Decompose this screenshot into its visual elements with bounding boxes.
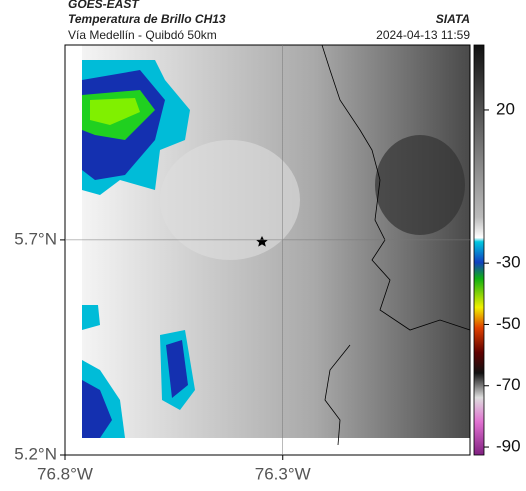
imagery xyxy=(82,44,471,446)
colorbar-label: -30 xyxy=(496,253,521,272)
satellite: GOES-EAST xyxy=(68,0,140,11)
x-tick-label: 76.8°W xyxy=(37,464,93,483)
x-tick-label: 76.3°W xyxy=(255,464,311,483)
subtitle: Vía Medellín - Quibdó 50km xyxy=(68,28,217,42)
colorbar-label: -90 xyxy=(496,437,521,456)
source: SIATA xyxy=(436,12,470,26)
y-tick-label: 5.7°N xyxy=(14,229,57,248)
y-tick-label: 5.2°N xyxy=(14,444,57,463)
colorbar-label: -50 xyxy=(496,314,521,333)
timestamp: 2024-04-13 11:59 xyxy=(376,28,470,42)
colorbar-label: -70 xyxy=(496,375,521,394)
plot-frame xyxy=(64,44,471,456)
title: Temperatura de Brillo CH13 xyxy=(68,12,226,26)
colorbar-label: 20 xyxy=(496,99,515,118)
colorbar xyxy=(473,44,485,456)
